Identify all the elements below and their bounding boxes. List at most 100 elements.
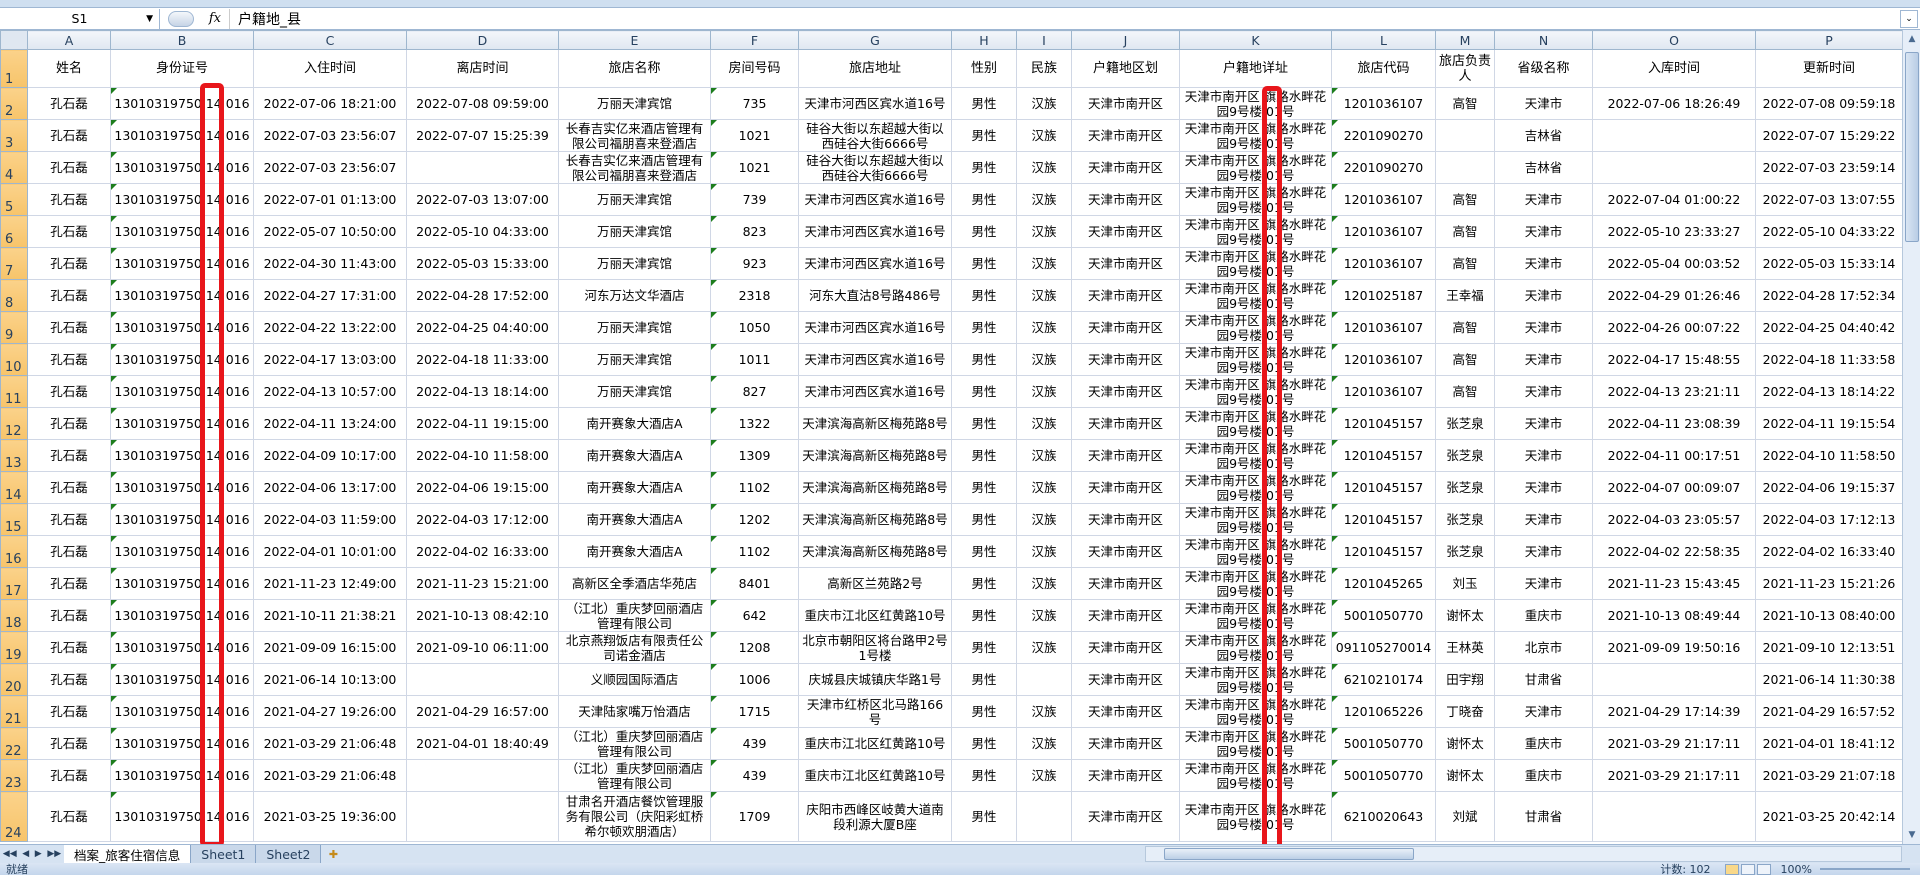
cell-A[interactable]: 孔石磊 — [27, 87, 111, 120]
cell-A[interactable]: 孔石磊 — [27, 567, 111, 600]
cell-M[interactable]: 张芝泉 — [1435, 439, 1495, 472]
cell-F[interactable]: 439 — [710, 727, 799, 760]
cell-F[interactable]: 2318 — [710, 279, 799, 312]
cell-B[interactable]: 13010319750 14 016 — [110, 119, 254, 152]
cell-C[interactable]: 2021-10-11 21:38:21 — [253, 599, 407, 632]
normal-view-button[interactable] — [1724, 863, 1739, 875]
cell-A[interactable]: 孔石磊 — [27, 247, 111, 280]
cell-M[interactable] — [1435, 151, 1495, 184]
cell-N[interactable]: 天津市 — [1494, 279, 1593, 312]
cell-L[interactable]: 5001050770 — [1331, 727, 1436, 760]
cell-J[interactable]: 天津市南开区 — [1071, 87, 1180, 120]
cell-C[interactable]: 2021-03-29 21:06:48 — [253, 759, 407, 792]
cell-I[interactable]: 民族 — [1016, 49, 1072, 88]
cell-B[interactable]: 13010319750 14 016 — [110, 343, 254, 376]
cell-B[interactable]: 13010319750 14 016 — [110, 247, 254, 280]
cell-G[interactable]: 天津市河西区宾水道16号 — [798, 87, 952, 120]
cell-O[interactable]: 2022-07-04 01:00:22 — [1592, 183, 1756, 216]
cell-A[interactable]: 孔石磊 — [27, 343, 111, 376]
zoom-level[interactable]: 100% — [1780, 863, 1812, 875]
cell-N[interactable]: 吉林省 — [1494, 119, 1593, 152]
cell-J[interactable]: 天津市南开区 — [1071, 599, 1180, 632]
cell-E[interactable]: 南开赛象大酒店A — [558, 439, 711, 472]
cell-O[interactable]: 2022-04-02 22:58:35 — [1592, 535, 1756, 568]
cell-N[interactable]: 天津市 — [1494, 535, 1593, 568]
cell-E[interactable]: 万丽天津宾馆 — [558, 311, 711, 344]
cell-P[interactable]: 2022-05-03 15:33:14 — [1755, 247, 1902, 280]
cell-D[interactable] — [406, 791, 559, 842]
cell-N[interactable]: 天津市 — [1494, 247, 1593, 280]
cell-L[interactable]: 1201036107 — [1331, 247, 1436, 280]
cell-L[interactable]: 2201090270 — [1331, 151, 1436, 184]
cell-J[interactable]: 天津市南开区 — [1071, 343, 1180, 376]
cell-M[interactable]: 高智 — [1435, 343, 1495, 376]
cell-E[interactable]: 河东万达文华酒店 — [558, 279, 711, 312]
cell-N[interactable]: 重庆市 — [1494, 759, 1593, 792]
cell-J[interactable]: 户籍地区划 — [1071, 49, 1180, 88]
cell-O[interactable]: 2022-04-13 23:21:11 — [1592, 375, 1756, 408]
cell-L[interactable]: 1201065226 — [1331, 695, 1436, 728]
column-header-L[interactable]: L — [1331, 30, 1436, 50]
cell-B[interactable]: 13010319750 14 016 — [110, 87, 254, 120]
cell-F[interactable]: 642 — [710, 599, 799, 632]
cell-I[interactable]: 汉族 — [1016, 87, 1072, 120]
cell-O[interactable]: 2021-11-23 15:43:45 — [1592, 567, 1756, 600]
cell-N[interactable]: 天津市 — [1494, 503, 1593, 536]
cell-P[interactable]: 2021-04-29 16:57:52 — [1755, 695, 1902, 728]
cell-C[interactable]: 2022-05-07 10:50:00 — [253, 215, 407, 248]
cell-N[interactable]: 天津市 — [1494, 311, 1593, 344]
cell-D[interactable]: 离店时间 — [406, 49, 559, 88]
row-header[interactable]: 10 — [0, 343, 28, 376]
cell-O[interactable]: 2022-04-11 00:17:51 — [1592, 439, 1756, 472]
cell-D[interactable]: 2022-04-10 11:58:00 — [406, 439, 559, 472]
cell-A[interactable]: 孔石磊 — [27, 279, 111, 312]
cell-O[interactable]: 入库时间 — [1592, 49, 1756, 88]
cell-D[interactable]: 2022-07-08 09:59:00 — [406, 87, 559, 120]
cell-J[interactable]: 天津市南开区 — [1071, 183, 1180, 216]
formula-input[interactable]: 户籍地_县 — [238, 11, 301, 28]
cell-E[interactable]: 高新区全季酒店华苑店 — [558, 567, 711, 600]
cell-L[interactable]: 1201045157 — [1331, 535, 1436, 568]
cell-D[interactable]: 2021-04-01 18:40:49 — [406, 727, 559, 760]
cell-C[interactable]: 2022-07-03 23:56:07 — [253, 151, 407, 184]
cell-B[interactable]: 13010319750 14 016 — [110, 727, 254, 760]
page-layout-view-button[interactable] — [1740, 863, 1755, 875]
cell-F[interactable]: 1050 — [710, 311, 799, 344]
cell-D[interactable]: 2022-04-13 18:14:00 — [406, 375, 559, 408]
row-header[interactable]: 21 — [0, 695, 28, 728]
cell-H[interactable]: 男性 — [951, 695, 1017, 728]
cell-I[interactable]: 汉族 — [1016, 119, 1072, 152]
cell-C[interactable]: 2022-07-01 01:13:00 — [253, 183, 407, 216]
cell-P[interactable]: 2021-10-13 08:40:00 — [1755, 599, 1902, 632]
cell-P[interactable]: 2022-07-03 23:59:14 — [1755, 151, 1902, 184]
cell-B[interactable]: 13010319750 14 016 — [110, 407, 254, 440]
row-header[interactable]: 16 — [0, 535, 28, 568]
cell-D[interactable]: 2021-10-13 08:42:10 — [406, 599, 559, 632]
cell-B[interactable]: 13010319750 14 016 — [110, 471, 254, 504]
cell-D[interactable]: 2022-07-07 15:25:39 — [406, 119, 559, 152]
cell-A[interactable]: 孔石磊 — [27, 439, 111, 472]
cell-P[interactable]: 2022-07-07 15:29:22 — [1755, 119, 1902, 152]
cell-D[interactable]: 2021-11-23 15:21:00 — [406, 567, 559, 600]
cell-M[interactable]: 高智 — [1435, 247, 1495, 280]
cell-A[interactable]: 孔石磊 — [27, 183, 111, 216]
column-header-E[interactable]: E — [558, 30, 711, 50]
cell-M[interactable]: 谢怀太 — [1435, 727, 1495, 760]
cell-F[interactable]: 1202 — [710, 503, 799, 536]
row-header[interactable]: 6 — [0, 215, 28, 248]
cell-F[interactable]: 823 — [710, 215, 799, 248]
cell-C[interactable]: 2021-04-27 19:26:00 — [253, 695, 407, 728]
cell-H[interactable]: 男性 — [951, 599, 1017, 632]
cell-L[interactable]: 1201036107 — [1331, 215, 1436, 248]
cell-G[interactable]: 北京市朝阳区将台路甲2号1号楼 — [798, 631, 952, 664]
cell-F[interactable]: 923 — [710, 247, 799, 280]
cell-F[interactable]: 1309 — [710, 439, 799, 472]
scroll-up-icon[interactable]: ▲ — [1908, 34, 1916, 44]
cell-C[interactable]: 2022-04-17 13:03:00 — [253, 343, 407, 376]
cell-I[interactable] — [1016, 663, 1072, 696]
select-all-button[interactable] — [0, 30, 28, 50]
cell-H[interactable]: 男性 — [951, 407, 1017, 440]
cell-B[interactable]: 13010319750 14 016 — [110, 311, 254, 344]
cell-K[interactable]: 天津市南开区 旗路水畔花园9号楼 01号 — [1179, 215, 1332, 248]
cell-D[interactable]: 2022-04-02 16:33:00 — [406, 535, 559, 568]
